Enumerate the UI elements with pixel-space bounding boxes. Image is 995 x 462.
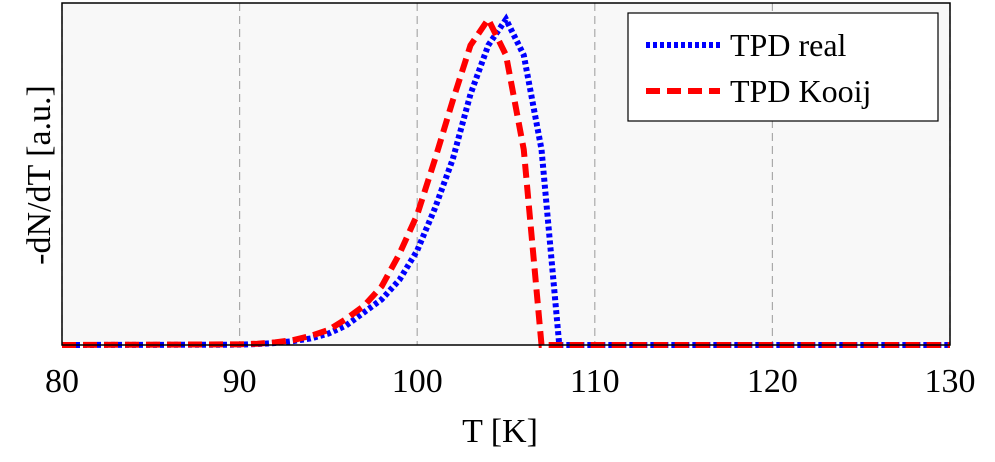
data-line [61,13,950,348]
x-tick-label: 120 [747,363,798,400]
plot-frame [61,2,951,346]
legend-label: TPD real [730,27,847,63]
x-tick-label: 110 [570,363,620,400]
legend-box [627,12,939,122]
legend-label: TPD Kooij [730,73,871,109]
x-tick-label: 130 [925,363,976,400]
x-tick-label: 100 [392,363,443,400]
y-axis-label: -dN/dT [a.u.] [21,85,58,265]
x-tick-label: 80 [45,363,79,400]
x-tick-label: 90 [223,363,257,400]
x-axis-label: T [K] [462,413,538,450]
